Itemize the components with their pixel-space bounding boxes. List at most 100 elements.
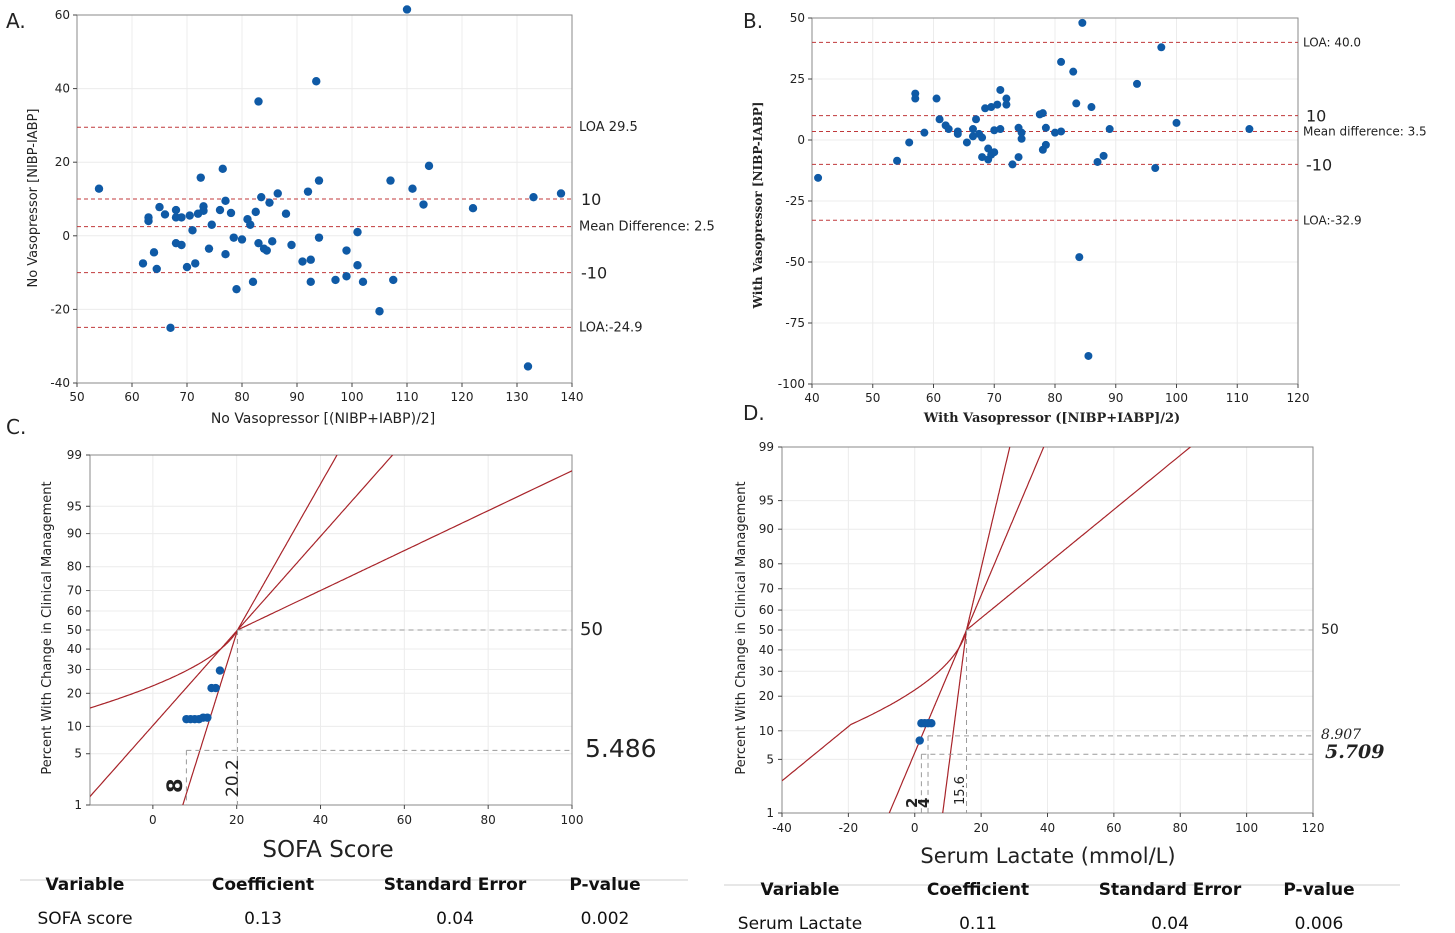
y-tick-label: 20	[67, 686, 82, 700]
y-tick-label: 1	[766, 806, 774, 820]
reference-line-label: Mean Difference: 2.5	[579, 220, 715, 235]
data-point	[353, 261, 362, 270]
data-point	[306, 255, 315, 264]
annotation-label: 8	[163, 778, 187, 793]
data-point	[268, 237, 277, 246]
table-sofa-cell-pvalue: 0.002	[581, 909, 630, 929]
data-point	[932, 94, 941, 103]
y-tick-label: 99	[759, 440, 774, 454]
annotation-label: 15.6	[953, 776, 968, 805]
reference-line-label: LOA: 40.0	[1303, 35, 1361, 49]
x-tick-label: 110	[1226, 391, 1249, 405]
data-point	[987, 103, 996, 112]
data-point	[1069, 67, 1078, 76]
data-point	[265, 198, 274, 207]
x-tick-label: 0	[911, 821, 919, 835]
data-point	[1105, 125, 1114, 134]
y-tick-label: -75	[785, 316, 805, 330]
data-point	[262, 246, 271, 255]
data-point	[981, 104, 990, 113]
coefficient-table-lactate: Variable Coefficient Standard Error P-va…	[724, 880, 1400, 933]
data-point	[408, 184, 417, 193]
annotation-label: 50	[1321, 622, 1339, 638]
x-tick-label: 90	[1108, 391, 1123, 405]
y-tick-label: 50	[790, 11, 805, 25]
reference-line-label: 10	[1306, 107, 1326, 126]
coefficient-table-sofa: Variable Coefficient Standard Error P-va…	[20, 875, 688, 929]
data-point	[1157, 43, 1166, 52]
y-tick-label: 95	[759, 494, 774, 508]
panel-c-ylabel: Percent With Change in Clinical Manageme…	[40, 481, 55, 774]
y-tick-label: 50	[67, 623, 82, 637]
x-tick-label: 140	[561, 390, 584, 404]
data-point	[215, 205, 225, 215]
data-point	[962, 138, 971, 147]
data-point	[814, 173, 823, 182]
table-sofa-header-pvalue: P-value	[569, 875, 640, 895]
data-point	[1072, 99, 1081, 108]
data-point	[188, 226, 197, 235]
annotation-label: 2	[903, 798, 921, 808]
y-tick-label: 80	[759, 557, 774, 571]
data-point	[927, 719, 936, 728]
y-tick-label: 25	[790, 72, 805, 86]
panel-d-letter: D.	[743, 401, 765, 425]
data-point	[1057, 57, 1066, 66]
x-tick-label: 70	[987, 391, 1002, 405]
data-point	[155, 202, 164, 212]
x-tick-label: 80	[1173, 821, 1188, 835]
reference-line-label: LOA:-32.9	[1303, 213, 1362, 227]
reference-line-label: 10	[581, 190, 601, 209]
data-point	[1002, 100, 1011, 109]
data-point	[996, 85, 1005, 94]
data-point	[993, 100, 1002, 109]
data-point	[287, 240, 296, 250]
probability-plot-lactate: -40 -20 0 20 40 60 80 100 120 1 5 10 20 30 40 50 60 70 80 9…	[759, 440, 1385, 835]
data-point	[1008, 160, 1017, 169]
data-point	[218, 164, 227, 174]
y-tick-label: 70	[759, 582, 774, 596]
x-tick-label: 80	[234, 390, 249, 404]
data-point	[1087, 103, 1096, 112]
x-tick-label: 130	[506, 390, 529, 404]
data-point	[1172, 118, 1181, 127]
x-tick-label: 90	[289, 390, 304, 404]
data-point	[342, 246, 351, 255]
x-tick-label: 80	[481, 813, 496, 827]
data-point	[920, 128, 929, 137]
annotation-label: 5.709	[1325, 741, 1385, 763]
data-point	[254, 97, 263, 106]
data-point	[229, 233, 238, 242]
data-point	[911, 94, 920, 103]
data-point	[990, 148, 999, 157]
data-point	[386, 176, 395, 185]
data-point	[1041, 140, 1050, 149]
x-tick-label: 100	[341, 390, 364, 404]
x-tick-label: 60	[926, 391, 941, 405]
panel-c-letter: C.	[6, 415, 26, 439]
table-lactate-header-coefficient: Coefficient	[927, 880, 1029, 900]
data-point	[978, 133, 987, 142]
data-point	[978, 153, 987, 162]
table-lactate-header-variable: Variable	[761, 880, 840, 900]
x-tick-label: -20	[839, 821, 859, 835]
data-point	[281, 209, 291, 218]
bland-altman-with-vasopressor: 40 50 60 70 80 90 100 110 120 -100 -75 -50 -25 0 25 50 L…	[778, 11, 1427, 405]
data-point	[935, 115, 944, 124]
x-tick-label: 40	[804, 391, 819, 405]
data-point	[893, 156, 902, 165]
x-tick-label: 120	[451, 390, 474, 404]
annotation-label: 4	[915, 798, 933, 808]
data-point	[251, 207, 260, 217]
data-point	[1051, 128, 1059, 137]
data-point	[257, 192, 266, 202]
x-tick-label: 60	[397, 813, 412, 827]
reference-line-label: Mean difference: 3.5	[1303, 124, 1427, 138]
data-point	[191, 259, 200, 268]
data-point	[342, 272, 351, 281]
data-point	[389, 275, 398, 285]
probability-plot-sofa: 0 20 40 60 80 100 1 5 10 20 30 40 50 60 70 80 90 95 99 50 5.…	[67, 448, 657, 827]
panel-a-ylabel: No Vasopressor [NIBP-IABP]	[26, 108, 41, 287]
panel-d-ylabel: Percent With Change in Clinical Manageme…	[734, 481, 749, 774]
